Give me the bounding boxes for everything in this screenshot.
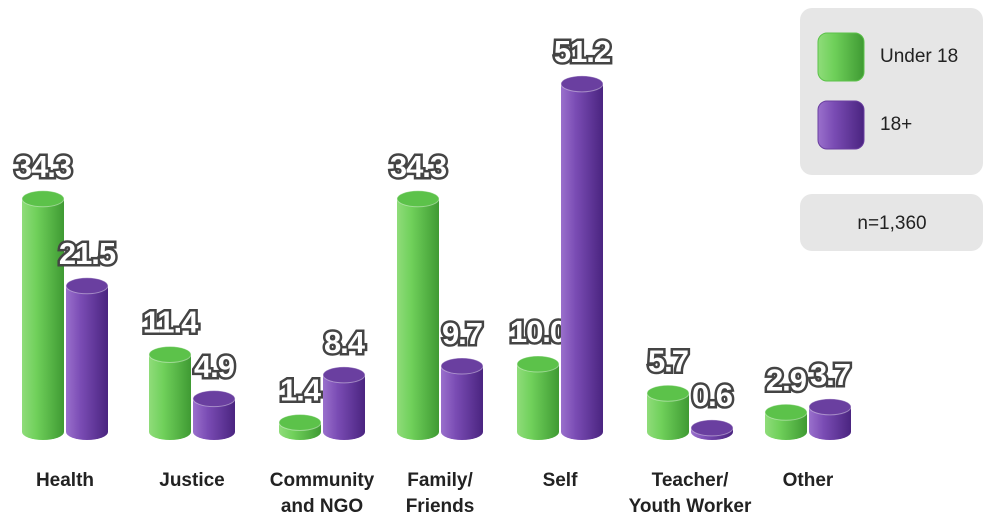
x-tick-label: Justice <box>159 470 225 491</box>
bar <box>646 384 690 440</box>
bar-body <box>397 198 439 432</box>
bar-body <box>323 374 365 432</box>
legend-swatch <box>817 100 865 150</box>
bar-top <box>516 355 560 373</box>
note: n=1,360 <box>857 213 926 234</box>
bar-body <box>517 364 559 432</box>
bar-top <box>440 357 484 375</box>
bar-top <box>148 345 192 363</box>
bar-bottom <box>765 424 807 440</box>
bar <box>278 413 322 440</box>
value-label: 11.4 <box>143 305 199 340</box>
value-label: 0.6 <box>692 378 733 413</box>
value-label: 8.4 <box>324 325 366 360</box>
bar-bottom <box>66 424 108 440</box>
bar <box>440 357 484 440</box>
value-label: 2.9 <box>766 362 807 397</box>
note-box <box>800 194 983 251</box>
bar-bottom <box>149 424 191 440</box>
bar-bottom <box>517 424 559 440</box>
value-label: 10.0 <box>510 314 566 349</box>
bar <box>396 190 440 440</box>
value-label: 34.3 <box>390 149 447 184</box>
bar-bottom <box>22 424 64 440</box>
bar <box>148 345 192 440</box>
x-tick-label: Health <box>35 470 95 491</box>
x-tick-label: Other <box>782 470 834 491</box>
bar-bottom <box>323 424 365 440</box>
value-label: 34.3 <box>15 149 72 184</box>
bar <box>690 419 734 440</box>
bar <box>560 75 604 440</box>
bar <box>764 403 808 440</box>
bar-top <box>322 366 366 384</box>
bar <box>192 390 236 440</box>
legend-label: Under 18 <box>880 46 958 67</box>
bar-top <box>192 390 236 408</box>
bar-top <box>65 277 109 295</box>
bar-bottom <box>561 424 603 440</box>
bar-bottom <box>193 424 235 440</box>
bar-body <box>149 354 191 432</box>
value-label: 21.5 <box>59 236 116 271</box>
bar-top <box>808 398 852 416</box>
value-label: 9.7 <box>442 316 482 351</box>
bar-bottom <box>397 424 439 440</box>
bar <box>65 277 109 440</box>
value-label: 1.4 <box>280 373 322 408</box>
bar-body <box>22 198 64 432</box>
legend-swatch <box>817 32 865 82</box>
bar-top <box>646 384 690 402</box>
bar-body <box>441 366 483 432</box>
bar <box>21 190 65 440</box>
value-label: 4.9 <box>194 349 235 384</box>
bar <box>516 355 560 440</box>
bar-bottom <box>647 424 689 440</box>
bar-body <box>66 285 108 432</box>
bar-bottom <box>809 424 851 440</box>
value-label: 3.7 <box>810 357 850 392</box>
x-tick-label: Teacher/ Youth Worker <box>628 470 752 517</box>
legend-label: 18+ <box>880 114 912 135</box>
bar-body <box>561 83 603 432</box>
bar-top <box>560 75 604 93</box>
bar-top <box>764 403 808 421</box>
bar-top <box>21 190 65 208</box>
value-label: 5.7 <box>648 343 688 378</box>
bar <box>322 366 366 440</box>
bar <box>808 398 852 440</box>
bar-top <box>278 413 322 431</box>
x-tick-label: Community and NGO <box>269 470 375 517</box>
bar-top <box>690 419 734 437</box>
value-label: 51.2 <box>554 34 610 69</box>
x-tick-label: Family/ Friends <box>405 470 475 517</box>
bar-top <box>396 190 440 208</box>
bar-bottom <box>441 424 483 440</box>
x-tick-label: Self <box>542 470 578 491</box>
